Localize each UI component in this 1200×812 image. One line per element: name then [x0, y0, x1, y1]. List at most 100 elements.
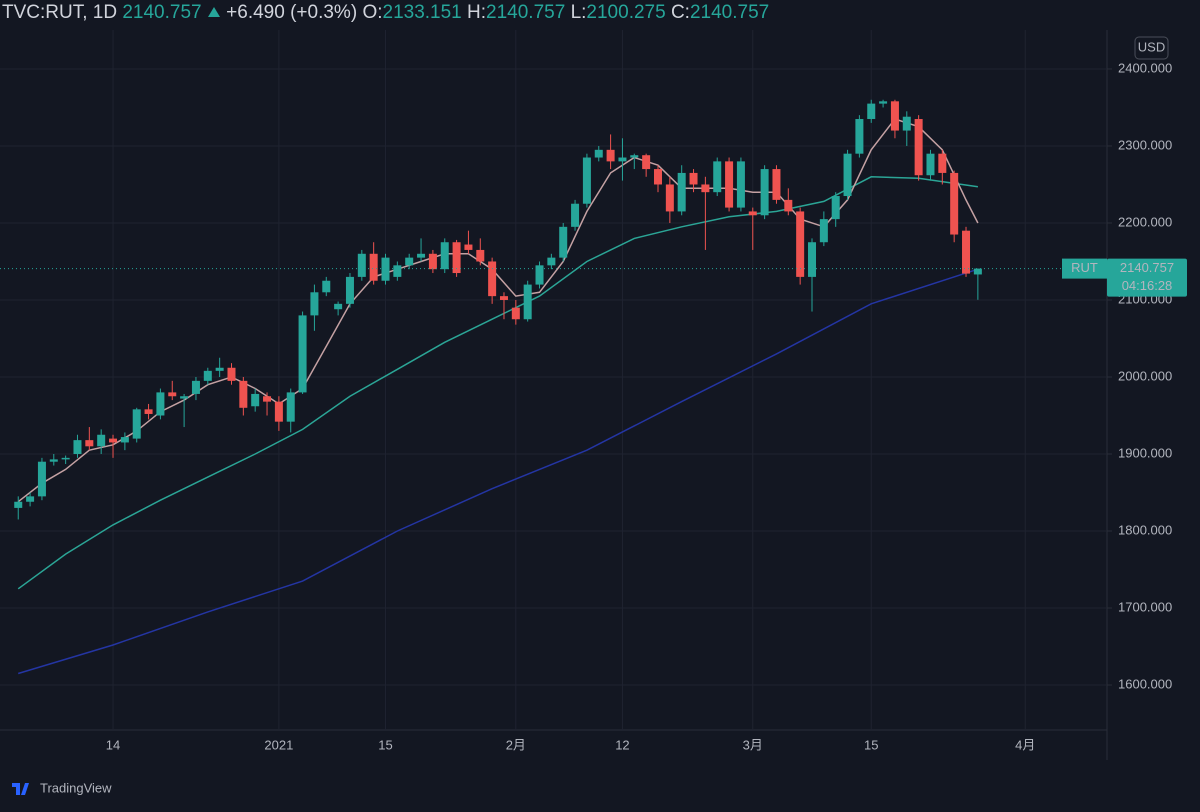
candle [808, 238, 817, 312]
y-tick-label: 1600.000 [1118, 676, 1172, 691]
moving-average [17, 176, 979, 590]
x-tick-label: 4月 [1015, 737, 1035, 752]
candle-body [191, 380, 200, 394]
candle [653, 165, 662, 193]
candle-body [61, 457, 70, 460]
candle [867, 99, 876, 123]
header: TVC:RUT, 1D 2140.757 +6.490 (+0.3%) O:21… [2, 0, 769, 28]
candle-body [144, 409, 153, 414]
candle [748, 207, 757, 250]
candle [796, 207, 805, 285]
candle-body [642, 155, 651, 170]
candle-body [239, 380, 248, 408]
candle-body [606, 149, 615, 162]
candle [26, 492, 35, 507]
candle-body [298, 315, 307, 393]
candle-body [322, 280, 331, 293]
candle-body [452, 242, 461, 274]
candle-body [37, 461, 46, 497]
candle [109, 434, 118, 458]
candle [393, 261, 402, 281]
y-tick-label: 1900.000 [1118, 445, 1172, 460]
tag-price-box [1107, 258, 1187, 297]
candle [428, 249, 437, 274]
price: 2140.757 [122, 2, 202, 23]
candle [973, 268, 982, 300]
candle [855, 115, 864, 158]
candle-body [725, 161, 734, 208]
candle [239, 376, 248, 416]
candle [950, 170, 959, 243]
candle [618, 138, 627, 181]
candle-body [215, 367, 224, 371]
candle [547, 253, 556, 270]
candle [381, 253, 390, 285]
x-tick-label: 3月 [743, 737, 763, 752]
candle-body [748, 211, 757, 216]
candle-body [85, 440, 94, 447]
candle-body [653, 169, 662, 185]
grid [0, 30, 1107, 730]
candle [405, 253, 414, 270]
candle-body [357, 253, 366, 277]
candle-body [867, 103, 876, 120]
candle-body [879, 101, 888, 104]
y-tick-label: 1800.000 [1118, 522, 1172, 537]
candle-body [831, 196, 840, 220]
candle-body [73, 440, 82, 455]
candle [322, 276, 331, 297]
tag-countdown: 04:16:28 [1122, 278, 1173, 293]
candle [274, 396, 283, 431]
candle [215, 357, 224, 377]
y-tick-label: 2200.000 [1118, 214, 1172, 229]
change: +6.490 (+0.3%) [226, 2, 358, 23]
candle-body [582, 157, 591, 204]
candle-body [938, 153, 947, 173]
candle [642, 153, 651, 177]
value: 2133.151 [382, 2, 462, 23]
candle-body [902, 116, 911, 131]
candle-body [618, 157, 627, 162]
tag-symbol-box [1062, 258, 1107, 279]
candle-body [49, 459, 58, 462]
candle-body [677, 172, 686, 212]
x-tick-label: 15 [864, 737, 878, 752]
candle [819, 211, 828, 247]
label: O: [362, 2, 383, 23]
candle-body [808, 242, 817, 277]
candle [168, 380, 177, 401]
candle [251, 388, 260, 412]
candle [97, 429, 106, 455]
candle-body [488, 261, 497, 297]
candle-body [855, 119, 864, 154]
ohlc-o: O:2133.151 [362, 2, 461, 23]
currency-box[interactable] [1134, 36, 1169, 60]
candle-body [156, 392, 165, 416]
tag-price: 2140.757 [1120, 260, 1174, 275]
candle [476, 238, 485, 266]
candle [73, 434, 82, 458]
candle-body [334, 303, 343, 310]
candle [571, 199, 580, 231]
candle [180, 393, 189, 428]
candle-body [405, 257, 414, 266]
candle-body [547, 257, 556, 266]
candle-body [369, 253, 378, 281]
up-arrow [207, 7, 220, 17]
candle [559, 222, 568, 262]
candle-body [535, 265, 544, 285]
candle [665, 176, 674, 223]
candle-body [701, 184, 710, 193]
candle [203, 367, 212, 385]
candle-body [440, 242, 449, 270]
candle [677, 165, 686, 216]
candle-body [843, 153, 852, 197]
currency[interactable]: USD [1138, 39, 1165, 54]
candle-body [736, 161, 745, 208]
candle [120, 432, 129, 451]
candle-body [665, 184, 674, 212]
candle-body [381, 257, 390, 281]
candle-body [251, 393, 260, 407]
x-tick-label: 14 [106, 737, 120, 752]
candle [511, 299, 520, 325]
